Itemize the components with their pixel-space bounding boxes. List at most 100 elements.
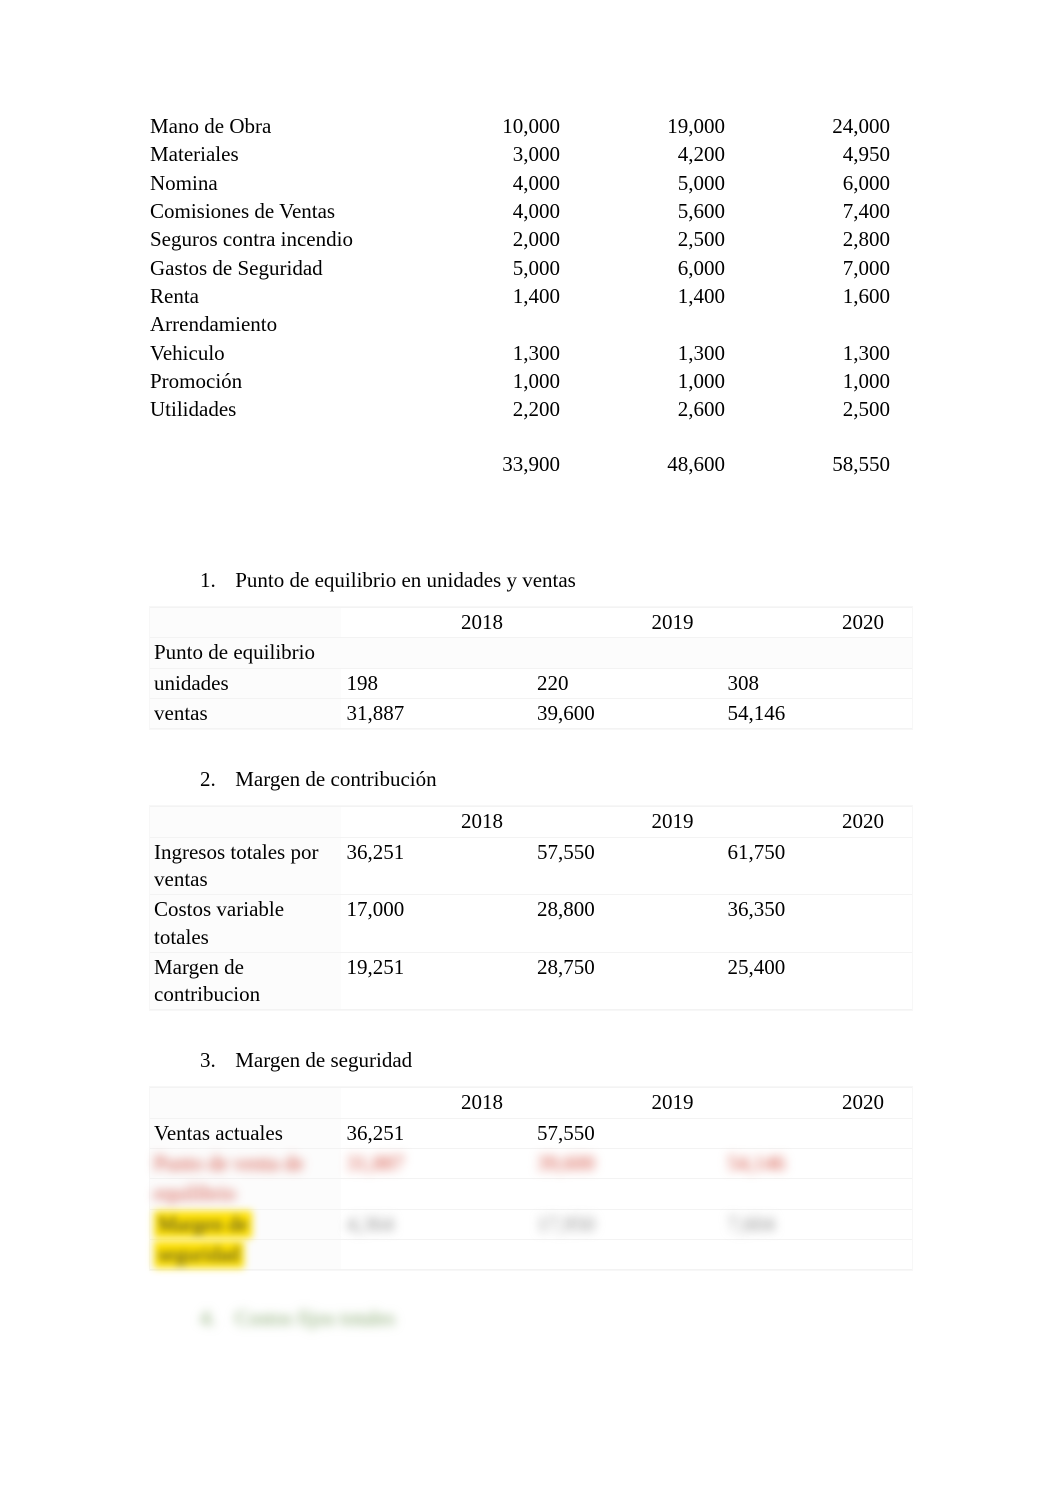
cost-value-y2: 19,000 [610,112,725,140]
section-2-heading: 2. Margen de contribución [200,767,912,792]
breakeven-table: 2018 2019 2020 Punto de equilibrio unida… [150,607,912,729]
section-3-heading: 3. Margen de seguridad [200,1048,912,1073]
section-4-title: Costos fijos totales [235,1306,395,1330]
safety-margin-table: 2018 2019 2020 Ventas actuales 36,251 57… [150,1087,912,1270]
contribution-table: 2018 2019 2020 Ingresos totales por vent… [150,806,912,1010]
breakeven-ventas-2020: 54,146 [722,699,913,729]
cost-label: Mano de Obra [150,112,445,140]
cost-row: Utilidades2,2002,6002,500 [150,395,912,423]
breakeven-ventas-2018: 31,887 [341,699,532,729]
redacted-cell: 4,364 [341,1209,532,1239]
cost-table: Mano de Obra10,00019,00024,000Materiales… [150,112,912,478]
ingresos-2019: 57,550 [531,837,722,895]
cost-row: Seguros contra incendio2,000 2,500 2,800 [150,225,912,253]
cost-value-y1: 4,000 [445,169,560,197]
cost-value-y2: 2,500 [610,225,725,253]
redacted-cell: 31,887 [341,1148,532,1178]
redacted-cell: 7,604 [722,1209,913,1239]
cost-row: Mano de Obra10,000 19,000 24,000 [150,112,912,140]
col-year-2019: 2019 [531,1088,722,1118]
cost-total-row: 33,90048,60058,550 [150,450,912,478]
breakeven-row-header: Punto de equilibrio [150,638,912,668]
cost-value-y2: 5,600 [610,197,725,225]
breakeven-row-unidades-label: unidades [150,668,341,698]
section-4-heading: 4. Costos fijos totales [200,1306,912,1331]
cost-label: Materiales [150,140,445,168]
cost-label: Seguros contra incendio [150,225,445,253]
cost-value-y2: 5,000 [610,169,725,197]
col-year-2019: 2019 [531,608,722,638]
cost-row: Arrendamiento [150,310,912,338]
redacted-row-label-3: Margen de [150,1209,341,1239]
cost-value-y1: 4,000 [445,197,560,225]
col-year-2020: 2020 [722,1088,913,1118]
cost-row: Nomina4,000 5,000 6,000 [150,169,912,197]
cost-label: Vehiculo [150,339,445,367]
cost-label: Arrendamiento [150,310,445,338]
cost-value-y1: 5,000 [445,254,560,282]
section-1-title: Punto de equilibrio en unidades y ventas [235,568,576,592]
cost-value-y2: 1,400 [610,282,725,310]
ingresos-2020: 61,750 [722,837,913,895]
cost-row: Gastos de Seguridad5,0006,0007,000 [150,254,912,282]
section-3-title: Margen de seguridad [235,1048,412,1072]
cost-value-y3: 24,000 [775,112,890,140]
margen-contrib-2020: 25,400 [722,952,913,1010]
contribution-row-2-label: Costos variable totales [150,895,341,953]
cost-value-y3: 1,600 [775,282,890,310]
cost-value-y2: 6,000 [610,254,725,282]
cost-value-y3: 4,950 [775,140,890,168]
cost-value-y2: 2,600 [610,395,725,423]
cost-value-y3: 1,300 [775,339,890,367]
cost-label: Comisiones de Ventas [150,197,445,225]
costos-var-2018: 17,000 [341,895,532,953]
breakeven-row-ventas-label: ventas [150,699,341,729]
col-year-2020: 2020 [722,807,913,837]
margen-contrib-2018: 19,251 [341,952,532,1010]
cost-label: Nomina [150,169,445,197]
cost-total-y2: 48,600 [610,450,725,478]
cost-label: Promoción [150,367,445,395]
redacted-row-label-2: equilibrio [150,1179,341,1209]
breakeven-ventas-2019: 39,600 [531,699,722,729]
cost-value-y1: 3,000 [445,140,560,168]
cost-value-y1: 10,000 [445,112,560,140]
cost-row: Promoción1,0001,0001,000 [150,367,912,395]
breakeven-unidades-2019: 220 [531,668,722,698]
redacted-cell: 54,146 [722,1148,913,1178]
section-1-heading: 1. Punto de equilibrio en unidades y ven… [200,568,912,593]
cost-value-y2: 1,300 [610,339,725,367]
cost-row: Vehiculo1,3001,3001,300 [150,339,912,367]
redacted-row-label-3b: seguridad [150,1239,341,1269]
cost-label: Utilidades [150,395,445,423]
cost-value-y3: 2,800 [775,225,890,253]
cost-value-y3: 7,400 [775,197,890,225]
cost-value-y1: 1,300 [445,339,560,367]
cost-value-y3: 1,000 [775,367,890,395]
redacted-cell: 39,600 [531,1148,722,1178]
cost-value-y3: 6,000 [775,169,890,197]
cost-total-y1: 33,900 [445,450,560,478]
redacted-cell: 17,950 [531,1209,722,1239]
redacted-row-label-1: Punto de venta de [150,1148,341,1178]
cost-value-y2: 4,200 [610,140,725,168]
cost-row: Comisiones de Ventas4,000 5,600 7,400 [150,197,912,225]
cost-row: Materiales3,000 4,200 4,950 [150,140,912,168]
col-year-2018: 2018 [341,608,532,638]
cost-value-y1: 1,000 [445,367,560,395]
col-year-2018: 2018 [341,1088,532,1118]
cost-value-y1: 1,400 [445,282,560,310]
section-2-number: 2. [200,767,230,792]
section-3-number: 3. [200,1048,230,1073]
contribution-row-1-label: Ingresos totales por ventas [150,837,341,895]
costos-var-2019: 28,800 [531,895,722,953]
section-1-number: 1. [200,568,230,593]
cost-value-y1: 2,000 [445,225,560,253]
cost-value-y1: 2,200 [445,395,560,423]
section-2-title: Margen de contribución [235,767,436,791]
margen-contrib-2019: 28,750 [531,952,722,1010]
ventas-actuales-2020 [722,1118,913,1148]
section-4-number: 4. [200,1306,230,1331]
ventas-actuales-2019: 57,550 [531,1118,722,1148]
cost-value-y2: 1,000 [610,367,725,395]
